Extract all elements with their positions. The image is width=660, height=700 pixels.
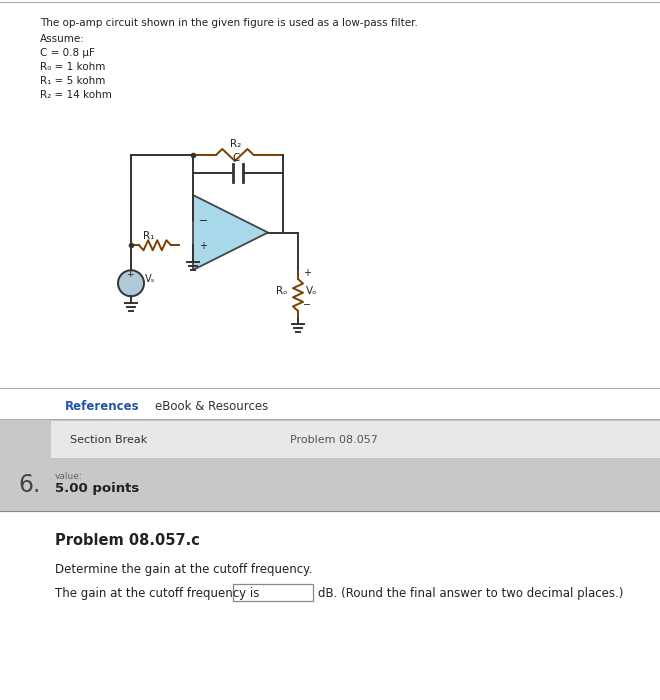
Text: +: + <box>303 268 311 278</box>
Text: Section Break: Section Break <box>70 435 147 445</box>
Text: dB. (Round the final answer to two decimal places.): dB. (Round the final answer to two decim… <box>318 587 624 600</box>
Text: The op-amp circuit shown in the given figure is used as a low-pass filter.: The op-amp circuit shown in the given fi… <box>40 18 418 28</box>
Text: +: + <box>199 241 207 251</box>
Bar <box>233 584 313 601</box>
Text: Vₛ: Vₛ <box>145 274 155 284</box>
Text: eBook & Resources: eBook & Resources <box>155 400 268 414</box>
Bar <box>0 511 660 700</box>
Bar <box>0 0 660 388</box>
Text: −: − <box>303 300 311 310</box>
Text: C: C <box>232 153 240 163</box>
Text: References: References <box>65 400 140 414</box>
Text: R₂ = 14 kohm: R₂ = 14 kohm <box>40 90 112 100</box>
Text: R₂: R₂ <box>230 139 242 149</box>
Text: 6.: 6. <box>18 473 40 497</box>
Text: R₁: R₁ <box>143 231 154 241</box>
Text: value:: value: <box>55 472 82 481</box>
Text: 5.00 points: 5.00 points <box>55 482 139 495</box>
Text: Determine the gain at the cutoff frequency.: Determine the gain at the cutoff frequen… <box>55 563 312 576</box>
Polygon shape <box>193 195 268 270</box>
Text: Vₒ: Vₒ <box>306 286 317 296</box>
Text: Problem 08.057: Problem 08.057 <box>290 435 378 445</box>
Bar <box>0 389 660 419</box>
Text: R₀ = 1 kohm: R₀ = 1 kohm <box>40 62 106 72</box>
Text: The gain at the cutoff frequency is: The gain at the cutoff frequency is <box>55 587 259 600</box>
Bar <box>0 459 660 511</box>
Bar <box>0 419 660 420</box>
Bar <box>0 459 660 511</box>
Bar <box>0 388 660 389</box>
Text: −: − <box>199 216 209 225</box>
Text: +: + <box>126 270 133 279</box>
Text: C = 0.8 μF: C = 0.8 μF <box>40 48 95 58</box>
Text: Rₒ: Rₒ <box>276 286 287 296</box>
Text: Assume:: Assume: <box>40 34 85 44</box>
Circle shape <box>118 270 144 296</box>
Text: R₁ = 5 kohm: R₁ = 5 kohm <box>40 76 106 86</box>
Bar <box>50 420 660 458</box>
Text: Problem 08.057.c: Problem 08.057.c <box>55 533 200 548</box>
